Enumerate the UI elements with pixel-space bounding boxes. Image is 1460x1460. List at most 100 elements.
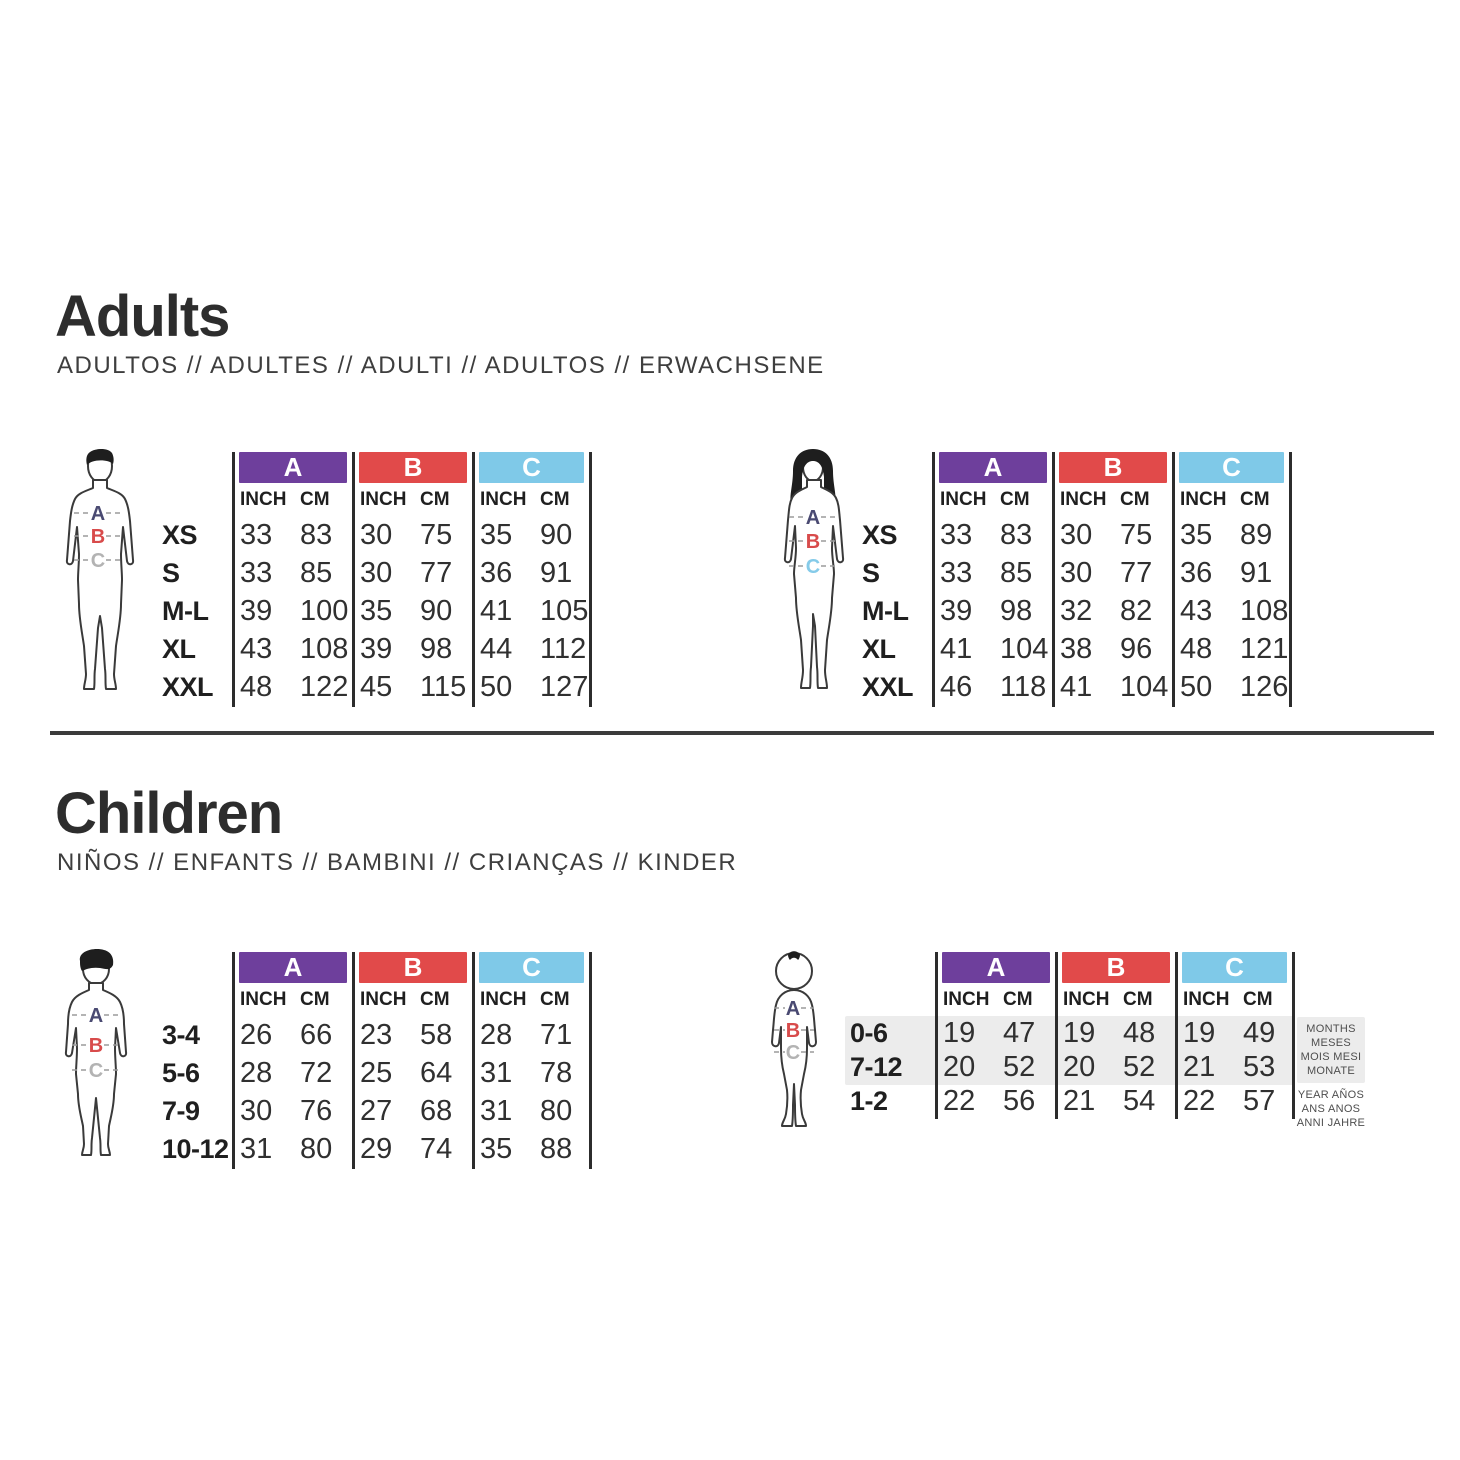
value-cm: 126 [1240,671,1289,703]
column-group: 21 53 [1175,1051,1295,1085]
value-cm: 52 [1123,1051,1156,1083]
value-cm: 54 [1123,1085,1156,1117]
column-group: INCH CM [472,484,592,517]
size-row: XL 41 104 38 96 48 121 [860,631,1292,669]
label-column-spacer [160,484,232,517]
size-label: 3-4 [162,1020,200,1050]
column-group: 32 82 [1052,593,1172,631]
label-column-spacer [860,452,932,484]
column-group: INCH CM [1052,484,1172,517]
value-cm: 49 [1243,1017,1276,1049]
size-row: XS 33 83 30 75 35 89 [860,517,1292,555]
unit-header-inch: INCH [360,489,407,510]
size-label: 0-6 [850,1018,888,1048]
value-inch: 46 [940,671,973,703]
column-group: A [932,452,1052,484]
value-inch: 33 [940,519,973,551]
value-inch: 30 [1060,557,1093,589]
column-group: 50 126 [1172,669,1292,707]
years-note-line: ANNI JAHRE [1296,1117,1366,1129]
column-group: B [352,452,472,484]
unit-header-inch: INCH [1183,989,1230,1010]
column-group: 29 74 [352,1131,472,1169]
column-group: 33 85 [932,555,1052,593]
unit-header-cm: CM [1120,489,1150,510]
baby-figure-icon: A B C [771,951,817,1127]
value-cm: 88 [540,1133,573,1165]
table-unit-headers: INCH CM INCH CM INCH CM [860,484,1292,517]
value-cm: 122 [300,671,349,703]
value-inch: 30 [1060,519,1093,551]
value-cm: 82 [1120,595,1153,627]
column-group: 39 98 [352,631,472,669]
size-label: M-L [162,596,209,626]
size-row: S 33 85 30 77 36 91 [860,555,1292,593]
column-group: 35 90 [472,517,592,555]
unit-header-cm: CM [1000,489,1030,510]
column-group: 19 48 [1055,1017,1175,1051]
value-cm: 68 [420,1095,453,1127]
group-bar-c: C [479,452,584,483]
group-bar-c: C [479,952,584,983]
man-figure-icon: A B C [65,448,135,690]
value-cm: 104 [1120,671,1169,703]
column-group: 33 85 [232,555,352,593]
measure-point-b-label: B [786,1020,800,1042]
group-bar-a: A [942,952,1050,983]
column-group: A [232,452,352,484]
months-note-line: MOIS MESI [1300,1051,1362,1063]
group-bar-c: C [1182,952,1287,983]
label-column-spacer [860,484,932,517]
value-inch: 25 [360,1057,393,1089]
column-group: 35 88 [472,1131,592,1169]
value-cm: 98 [420,633,453,665]
column-group: 28 71 [472,1017,592,1055]
value-cm: 80 [300,1133,333,1165]
measure-point-c-label: C [786,1042,800,1064]
column-group: 26 66 [232,1017,352,1055]
column-group: 30 75 [352,517,472,555]
column-group: 23 58 [352,1017,472,1055]
measure-point-a-label: A [806,507,820,529]
value-inch: 22 [1183,1085,1216,1117]
value-inch: 41 [480,595,513,627]
value-cm: 74 [420,1133,453,1165]
value-inch: 48 [1180,633,1213,665]
unit-header-inch: INCH [240,489,287,510]
size-label: 7-9 [162,1096,200,1126]
value-cm: 104 [1000,633,1049,665]
value-inch: 48 [240,671,273,703]
value-cm: 115 [420,671,467,703]
measure-point-a-label: A [89,1005,103,1027]
measure-point-a-label: A [786,998,800,1020]
value-inch: 31 [240,1133,273,1165]
size-row: XXL 46 118 41 104 50 126 [860,669,1292,707]
value-inch: 35 [480,519,513,551]
value-inch: 33 [240,557,273,589]
unit-header-cm: CM [300,989,330,1010]
children-section-subtitle: NIÑOS // ENFANTS // BAMBINI // CRIANÇAS … [57,849,738,876]
table-unit-headers: INCH CM INCH CM INCH CM [160,984,592,1017]
column-group: 33 83 [232,517,352,555]
column-group: INCH CM [932,484,1052,517]
value-cm: 71 [540,1019,573,1051]
column-group: 19 49 [1175,1017,1295,1051]
years-note-line: ANS ANOS [1301,1103,1361,1115]
measure-point-c-label: C [806,556,820,578]
column-group: 35 89 [1172,517,1292,555]
table-unit-headers: INCH CM INCH CM INCH CM [848,984,1295,1017]
child-figure-icon: A B C [64,949,128,1156]
column-group: INCH CM [352,484,472,517]
column-group: C [472,452,592,484]
column-group: 27 68 [352,1093,472,1131]
size-label: 10-12 [162,1134,229,1164]
column-group: A [232,952,352,984]
column-group: 30 77 [352,555,472,593]
column-group: INCH CM [232,984,352,1017]
men-size-table: A B C INCH CM INCH CM INCH CM XS 33 83 30 75 35 90 S 33 85… [160,452,592,707]
value-inch: 27 [360,1095,393,1127]
size-label: XS [862,520,898,550]
column-group: 31 78 [472,1055,592,1093]
